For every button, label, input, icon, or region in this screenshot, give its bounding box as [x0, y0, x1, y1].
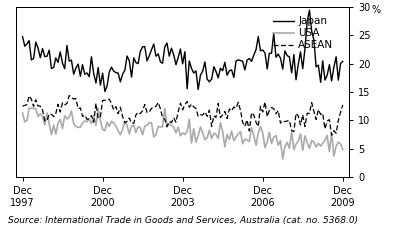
Legend: Japan, USA, ASEAN: Japan, USA, ASEAN [269, 12, 337, 54]
Y-axis label: %: % [372, 5, 381, 15]
Text: Source: International Trade in Goods and Services, Australia (cat. no. 5368.0): Source: International Trade in Goods and… [8, 216, 358, 225]
